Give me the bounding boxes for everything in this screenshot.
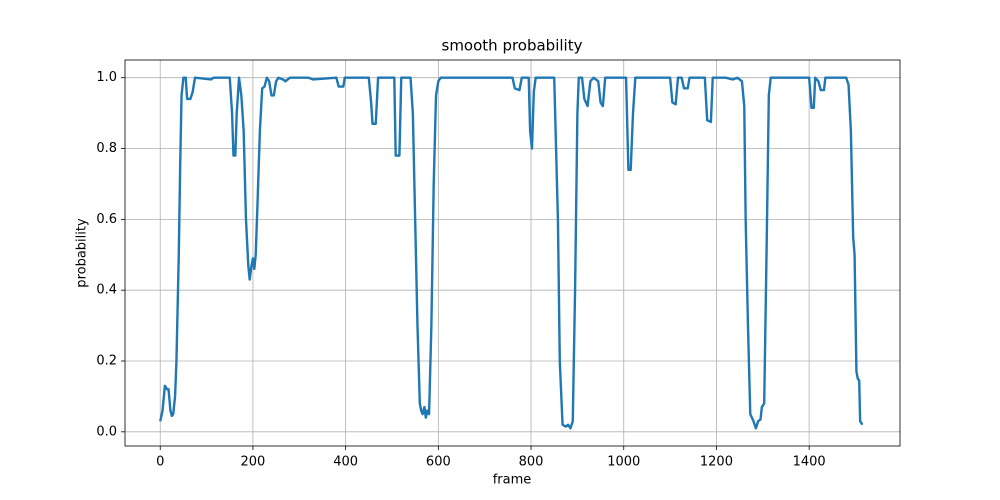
plot-frame: [124, 59, 901, 447]
x-axis-label: frame: [493, 473, 532, 488]
y-tick-label: 1.0: [96, 70, 117, 85]
y-tick-label: 0.0: [96, 424, 117, 439]
x-tick-label: 800: [519, 455, 544, 470]
x-tick-label: 1000: [607, 455, 640, 470]
chart-title: smooth probability: [442, 37, 583, 55]
y-axis-label: probability: [75, 218, 90, 288]
x-tick-label: 600: [426, 455, 451, 470]
x-tick-label: 1200: [700, 455, 733, 470]
y-tick-label: 0.4: [96, 283, 117, 298]
data-line: [159, 76, 864, 430]
y-tick-label: 0.2: [96, 354, 117, 369]
x-tick-label: 0: [156, 455, 164, 470]
y-tick-label: 0.6: [96, 212, 117, 227]
x-tick-label: 400: [333, 455, 358, 470]
y-tick-label: 0.8: [96, 141, 117, 156]
x-tick-label: 1400: [793, 455, 826, 470]
x-tick-label: 200: [241, 455, 266, 470]
